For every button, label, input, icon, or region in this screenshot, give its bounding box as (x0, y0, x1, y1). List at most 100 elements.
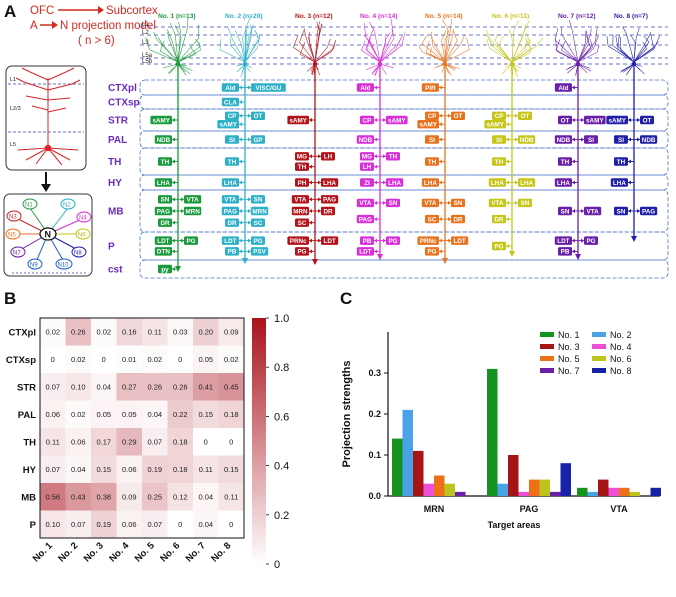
neuron-title-4: No. 4 (n=14) (360, 13, 398, 20)
target-label: NDB (359, 137, 373, 144)
legend-label: No. 3 (558, 342, 580, 352)
heatmap-value: 0.07 (147, 520, 162, 529)
panel-c-letter: C (340, 289, 352, 308)
target-label: VTA (491, 200, 504, 207)
x-category-label: MRN (424, 504, 445, 514)
target-label: PG (494, 243, 503, 250)
heatmap-value: 0.19 (147, 465, 162, 474)
heatmap-value: 0.09 (224, 327, 239, 336)
heatmap-value: 0.26 (147, 382, 162, 391)
target-label: LH (324, 154, 333, 161)
target-label: TH (561, 159, 570, 166)
heatmap-col-label: No. 4 (107, 540, 132, 565)
neuron-morphology-icon-2 (220, 16, 260, 77)
target-label: PAG (323, 197, 336, 204)
heatmap-value: 0.26 (173, 382, 188, 391)
heatmap-value: 0.16 (122, 327, 137, 336)
target-label: LDT (157, 238, 169, 245)
heatmap-value: 0.04 (71, 465, 86, 474)
target-label: LDT (359, 249, 371, 256)
target-label: sAMY (419, 122, 437, 129)
legend-swatch (592, 356, 606, 361)
heatmap-row-label: MB (21, 492, 36, 503)
bar-vta-5 (619, 488, 630, 496)
bar-mrn-3 (413, 451, 424, 496)
heatmap-value: 0.10 (71, 382, 86, 391)
bar-pag-4 (519, 492, 530, 496)
neuron-soma-7 (576, 62, 581, 67)
panel-a-letter: A (4, 2, 16, 21)
node-n7: N7 (13, 251, 21, 257)
title-a: A (30, 20, 38, 32)
target-label: PAG (359, 216, 372, 223)
neuron-soma-4 (378, 62, 383, 67)
axon-end-arrow-icon-6 (509, 251, 515, 257)
legend-label: No. 4 (610, 342, 632, 352)
target-label: OT (254, 113, 263, 120)
legend-label: No. 7 (558, 366, 580, 376)
bar-vta-3 (598, 480, 609, 496)
heatmap-value: 0.07 (147, 437, 162, 446)
bar-pag-8 (561, 463, 572, 496)
target-label: SN (389, 200, 398, 207)
target-label: PG (253, 238, 262, 245)
target-label: CP (428, 113, 437, 120)
target-label: NDB (520, 137, 534, 144)
target-label: sAMY (608, 117, 626, 124)
target-label: PRNc (420, 238, 437, 245)
target-label: NDB (157, 137, 171, 144)
target-label: SC (298, 220, 307, 227)
target-label: AId (558, 85, 568, 92)
target-label: SN (561, 208, 570, 215)
target-label: PAG (642, 208, 655, 215)
heatmap-value: 0 (229, 437, 233, 446)
heatmap-row-label: P (30, 520, 37, 531)
panel-a-title: OFC Subcortex A N projection model ( n >… (30, 5, 158, 47)
neuron-type-columns: No. 1 (n=13)No. 2 (n=20)No. 3 (n=12)No. … (146, 13, 660, 273)
target-label: TH (495, 159, 504, 166)
y-axis-title: Projection strengths (341, 361, 353, 468)
heatmap-value: 0.20 (198, 327, 213, 336)
down-arrow-icon (41, 184, 51, 192)
target-label: MRN (293, 208, 308, 215)
bar-mrn-1 (392, 439, 403, 496)
target-label: PAG (157, 208, 170, 215)
target-label: ZI (364, 180, 370, 187)
heatmap-value: 0 (204, 437, 208, 446)
legend-swatch (540, 344, 554, 349)
neuron-soma-6 (510, 62, 515, 67)
colorbar-tick: 0.8 (274, 362, 289, 374)
neuron-title-6: No. 6 (n=11) (492, 13, 529, 20)
target-label: PG (586, 238, 595, 245)
target-label: DTN (157, 249, 170, 256)
heatmap-value: 0.06 (122, 520, 137, 529)
axon-end-arrow-icon-2 (242, 258, 248, 264)
target-label: SN (521, 200, 530, 207)
row-box-ctxpl (140, 80, 668, 95)
target-label: CP (228, 113, 237, 120)
legend-swatch (540, 368, 554, 373)
target-label: SI (618, 137, 624, 144)
target-label: VTA (359, 200, 372, 207)
target-label: SN (617, 208, 626, 215)
heatmap-value: 0.02 (45, 327, 60, 336)
axon-end-arrow-icon-4 (377, 254, 383, 260)
target-label: sAMY (388, 117, 406, 124)
target-label: AId (360, 85, 370, 92)
n-model-schematic: N1 N2 N3 N4 N5 N6 N7 N8 N9 N10 N (4, 194, 92, 276)
target-label: TH (428, 159, 437, 166)
x-category-label: PAG (520, 504, 539, 514)
target-label: MG (362, 154, 372, 161)
target-label: TH (298, 164, 307, 171)
bar-pag-2 (498, 484, 509, 496)
target-label: py (161, 266, 169, 273)
heatmap-value: 0.19 (96, 520, 111, 529)
target-label: TH (161, 159, 170, 166)
neuron-morphology-icon-5 (419, 19, 470, 76)
layer-label-1: L2 (142, 30, 149, 36)
target-label: MG (297, 154, 307, 161)
target-label: AId (225, 85, 235, 92)
heatmap-value: 0.07 (71, 520, 86, 529)
